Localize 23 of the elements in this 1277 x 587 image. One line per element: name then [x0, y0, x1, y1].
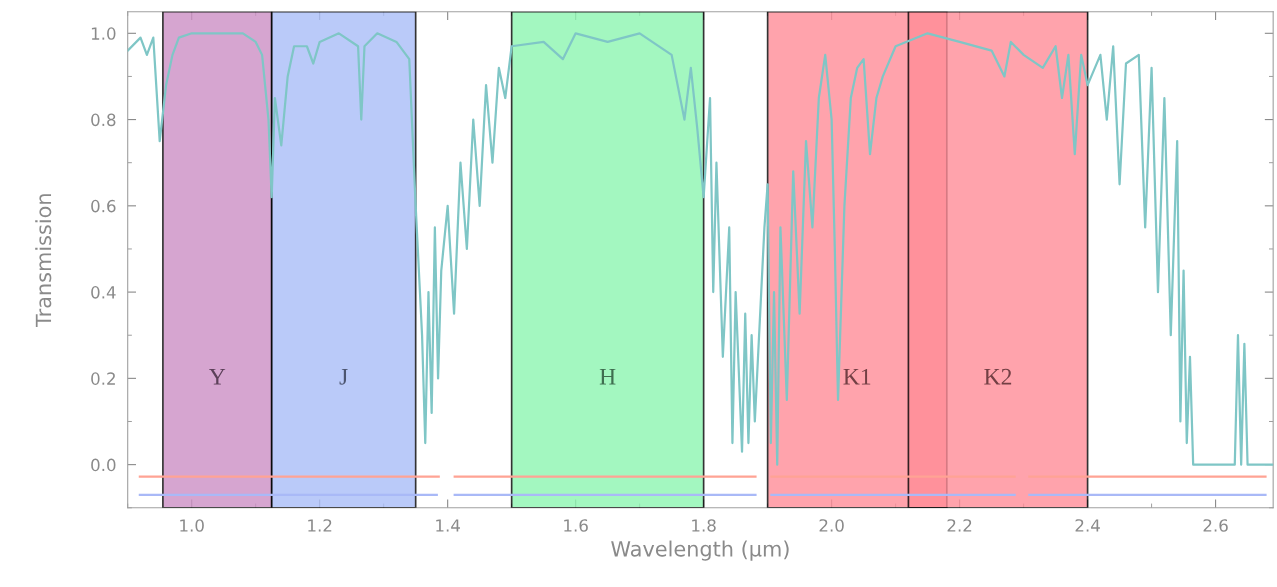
- x-tick-label: 2.4: [1075, 519, 1100, 532]
- x-axis-title: Wavelength (μm): [611, 540, 789, 561]
- band-label: H: [599, 369, 616, 385]
- y-tick-label: 0.4: [91, 286, 116, 299]
- band-label: Y: [209, 369, 226, 385]
- band-label: K2: [984, 368, 1012, 385]
- line-series: [127, 32, 1274, 466]
- x-tick-label: 1.4: [436, 519, 460, 532]
- y-tick-label: 0.6: [91, 199, 116, 213]
- y-tick-label: 0.0: [91, 458, 116, 472]
- x-tick-label: 2.6: [1203, 519, 1228, 532]
- x-tick-label: 2.0: [819, 519, 844, 532]
- y-tick-label: 1.0: [91, 27, 116, 40]
- x-tick-label: 1.6: [564, 519, 588, 532]
- y-tick-label: 0.2: [91, 372, 115, 385]
- x-tick-label: 1.2: [308, 519, 332, 532]
- x-tick-label: 2.2: [947, 519, 972, 532]
- band-label: J: [339, 369, 348, 385]
- band-label: K1: [843, 368, 871, 385]
- x-tick-label: 1.0: [180, 519, 204, 532]
- y-axis-title: Transmission: [35, 194, 52, 328]
- x-tick-label: 1.8: [692, 519, 716, 532]
- y-tick-label: 0.8: [91, 113, 116, 127]
